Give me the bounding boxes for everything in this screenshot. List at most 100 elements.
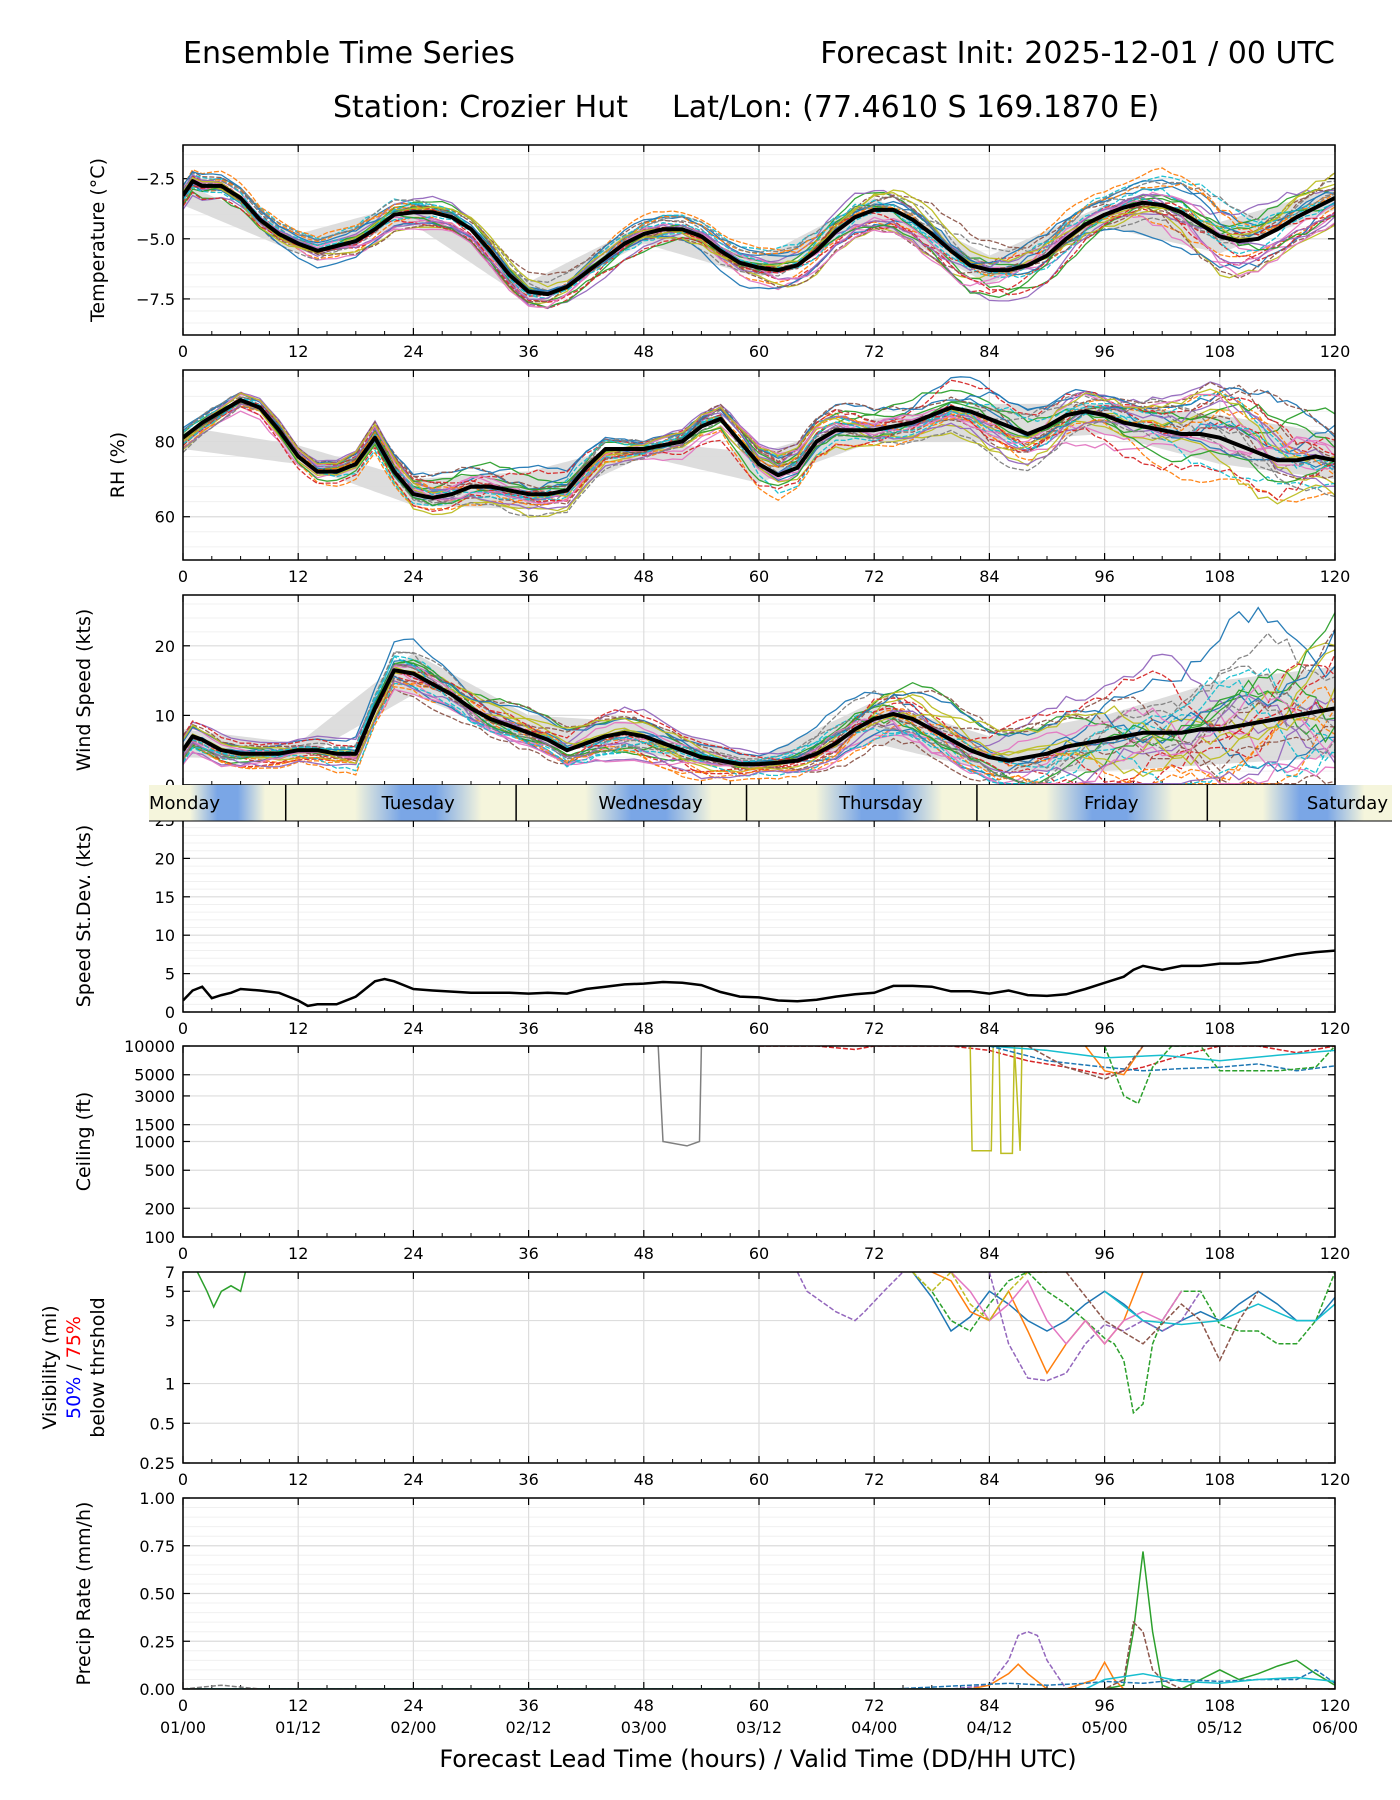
y-tick-label: 3	[165, 1312, 175, 1331]
panel-visibility: 0 12 24 36 48 60 72 84 96 108 120 0.25 0.5 1 3 57 Visibi…	[39, 1263, 1350, 1489]
wind-spread-band	[183, 652, 1335, 772]
visibility-series-line	[912, 1272, 1335, 1333]
temperature-member-line	[183, 181, 1335, 295]
x-tick-label: 108	[1205, 1696, 1236, 1715]
x-tick-label: 12	[288, 567, 308, 586]
x-tick-label: 12	[288, 342, 308, 361]
x-tick-label: 108	[1205, 1470, 1236, 1489]
x-tick-label: 96	[1094, 1019, 1114, 1038]
y-axis-label: Ceiling (ft)	[73, 1092, 95, 1192]
wind-member-line	[183, 682, 1335, 785]
x-tick-label: 0	[178, 1470, 188, 1489]
wind-ensemble-mean	[183, 668, 1335, 767]
y-tick-label: 0.5	[150, 1414, 175, 1433]
y-tick-label: 15	[155, 888, 175, 907]
y-tick-label: 80	[155, 432, 175, 451]
x-tick-label: 108	[1205, 567, 1236, 586]
x-tick-label: 72	[864, 567, 884, 586]
y-axis-below-label: below thrshold	[87, 1297, 109, 1437]
panel-precip: 0 01/00 12 01/12 24 02/00 36 02/12 48 03/00 60 03/1…	[73, 1489, 1358, 1737]
precip-series-line	[183, 1620, 1335, 1689]
y-tick-label: 0.75	[139, 1537, 175, 1556]
x-tick-label: 84	[979, 567, 999, 586]
y-tick-label: 0.50	[139, 1585, 175, 1604]
visibility-series-line	[796, 1272, 904, 1322]
rh-member-line	[183, 388, 1335, 499]
x-tick-label: 60	[749, 1696, 769, 1715]
x-tick-label: 60	[749, 1244, 769, 1263]
temperature-member-line	[183, 171, 1335, 283]
x-tick-label: 36	[518, 1696, 538, 1715]
x-tick-label: 0	[178, 342, 188, 361]
y-tick-label: 10	[155, 926, 175, 945]
precip-series-line	[183, 1672, 1335, 1689]
temperature-member-line	[183, 171, 1335, 294]
ceiling-plot-area	[657, 1046, 1335, 1155]
x-valid-time-label: 05/12	[1197, 1718, 1243, 1737]
x-tick-label: 84	[979, 342, 999, 361]
y-axis-label: Wind Speed (kts)	[73, 609, 95, 772]
x-tick-label: 108	[1205, 1244, 1236, 1263]
temperature-member-line	[183, 186, 1335, 296]
x-valid-time-label: 05/00	[1082, 1718, 1128, 1737]
x-tick-label: 72	[864, 1244, 884, 1263]
visibility-series-line	[1104, 1290, 1335, 1326]
x-tick-label: 108	[1205, 1019, 1236, 1038]
day-segment	[1207, 785, 1392, 821]
wind-member-line	[183, 669, 1335, 761]
day-label-saturday: Saturday	[1307, 793, 1388, 814]
wind-member-line	[183, 632, 1335, 769]
x-tick-label: 120	[1320, 1019, 1351, 1038]
day-label-monday: Monday	[149, 793, 220, 814]
x-axis-label: Forecast Lead Time (hours) / Valid Time …	[439, 1745, 1076, 1773]
rh-member-line	[183, 406, 1335, 512]
wind-member-line	[183, 677, 1335, 772]
visibility-series-line	[912, 1272, 1047, 1322]
x-tick-label: 120	[1320, 567, 1351, 586]
x-tick-label: 0	[178, 567, 188, 586]
rh-plot-area	[183, 376, 1335, 518]
y-axis-label: Temperature (°C)	[87, 158, 109, 323]
precip-series-line	[183, 1659, 1335, 1689]
y-tick-label: 0.25	[139, 1454, 175, 1473]
day-segment	[746, 785, 977, 821]
y-tick-label: 100	[144, 1228, 175, 1247]
x-tick-label: 48	[634, 342, 654, 361]
temperature-member-line	[183, 186, 1335, 309]
day-label-tuesday: Tuesday	[381, 793, 456, 814]
precip-series-line	[183, 1660, 1335, 1689]
ceiling-frame	[182, 1045, 1336, 1238]
panel-wind_stdev: 012243648607284961081200510152025Speed S…	[73, 811, 1350, 1038]
y-tick-label: 500	[144, 1161, 175, 1180]
y-axis-label: Speed St.Dev. (kts)	[73, 825, 95, 1008]
temperature-member-line	[183, 177, 1335, 295]
y-axis-label: Precip Rate (mm/h)	[73, 1502, 95, 1686]
y-tick-label: 0	[165, 1003, 175, 1022]
ceiling-series-line	[657, 1046, 703, 1147]
panel-wind: 01020Wind Speed (kts)	[73, 594, 1336, 795]
x-tick-label: 36	[518, 1470, 538, 1489]
day-segment	[516, 785, 747, 821]
rh-member-line	[183, 405, 1335, 506]
x-tick-label: 0	[178, 1019, 188, 1038]
rh-member-line	[183, 388, 1335, 489]
x-tick-label: 0	[178, 1696, 188, 1715]
y-tick-label: 1500	[134, 1116, 175, 1135]
vis-sep: /	[63, 1358, 85, 1376]
day-bar: Monday Tuesday Wednesday Thursday Friday Satu…	[149, 785, 1392, 822]
x-tick-label: 60	[749, 1470, 769, 1489]
day-segment	[149, 785, 286, 821]
temperature-member-line	[183, 184, 1335, 294]
x-tick-label: 120	[1320, 1470, 1351, 1489]
x-tick-label: 48	[634, 1019, 654, 1038]
chart-panels: 0 12 24 36 48 60 72 84 96 108 120−7.5−5.0−2.5Tempe…	[39, 144, 1358, 1737]
wind_stdev-series-line	[183, 949, 1335, 1008]
precip-frame	[182, 1497, 1336, 1690]
x-tick-label: 96	[1094, 1470, 1114, 1489]
x-valid-time-label: 02/00	[390, 1718, 436, 1737]
x-tick-label: 24	[403, 342, 423, 361]
y-axis-label: RH (%)	[107, 432, 129, 498]
x-valid-time-label: 04/00	[851, 1718, 897, 1737]
rh-member-line	[183, 400, 1335, 501]
